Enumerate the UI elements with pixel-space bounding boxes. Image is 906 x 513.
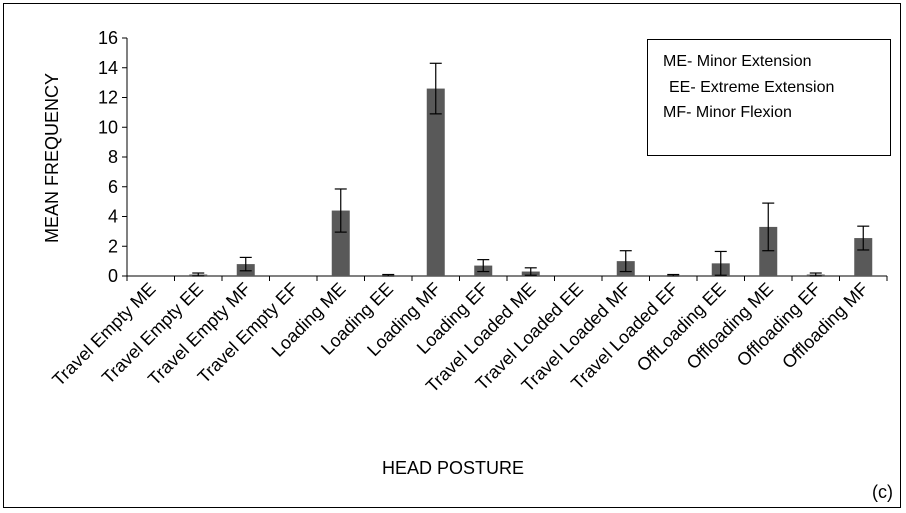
legend-entry-mf: MF- Minor Flexion xyxy=(663,104,792,121)
y-tick-label: 14 xyxy=(98,58,118,78)
y-tick-label: 12 xyxy=(98,88,118,108)
error-bars xyxy=(192,62,870,277)
y-tick-label: 2 xyxy=(108,236,118,256)
y-axis-title: MEAN FREQUENCY xyxy=(42,73,62,243)
panel-label: (c) xyxy=(872,482,893,502)
legend-entry-me: ME- Minor Extension xyxy=(663,53,812,70)
bar xyxy=(331,210,350,276)
y-tick-label: 10 xyxy=(98,117,118,137)
x-tick-label: Offloading MF xyxy=(778,279,872,373)
legend: ME- Minor Extension EE- Extreme Extensio… xyxy=(647,39,891,156)
y-tick-label: 0 xyxy=(108,266,118,286)
legend-entry-ee: EE- Extreme Extension xyxy=(669,79,835,96)
bar xyxy=(759,226,778,276)
x-axis-title: HEAD POSTURE xyxy=(381,458,525,478)
y-tick-label: 4 xyxy=(108,207,118,227)
bar xyxy=(854,238,873,276)
y-tick-label: 8 xyxy=(108,147,118,167)
y-tick-label: 16 xyxy=(98,28,118,48)
y-tick-label: 6 xyxy=(108,177,118,197)
bar xyxy=(426,88,445,276)
